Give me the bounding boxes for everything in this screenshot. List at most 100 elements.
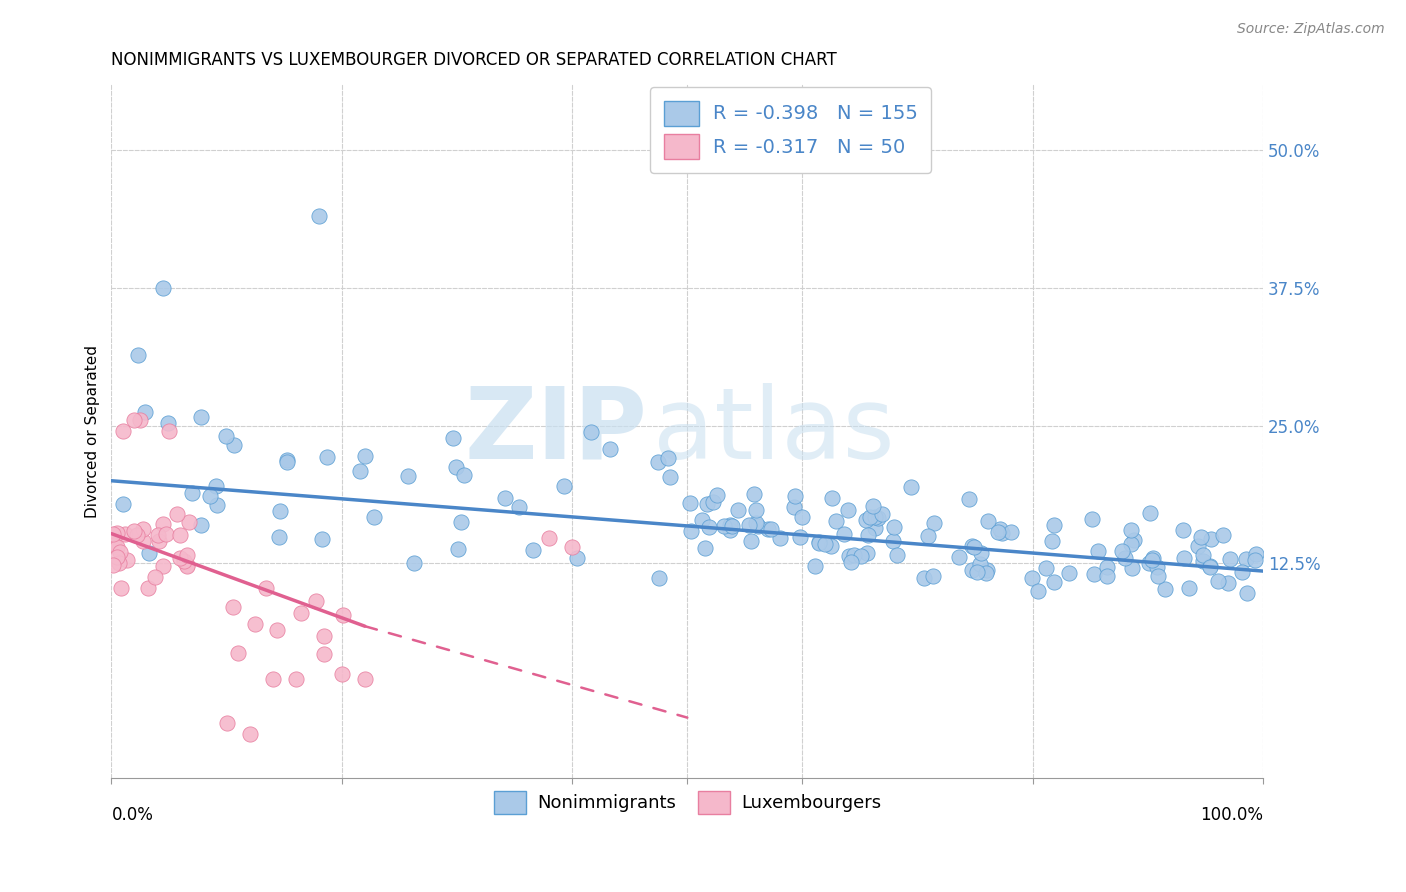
Point [702,495,724,509]
Point [970,546,993,560]
Point [740,534,762,549]
Point [991,526,1014,541]
Point [1219,551,1241,566]
Point [966,565,988,579]
Point [101,527,124,541]
Point [205,479,228,493]
Point [681,524,703,538]
Y-axis label: Divorced or Separated: Divorced or Separated [86,344,100,517]
Point [977,514,1000,528]
Point [114,527,136,541]
Point [988,522,1011,536]
Point [859,510,882,524]
Point [1043,518,1066,533]
Point [783,489,806,503]
Point [1137,556,1160,570]
Point [886,548,908,562]
Point [679,496,702,510]
Point [789,530,811,544]
Point [146,528,169,542]
Point [870,507,893,521]
Point [866,510,889,524]
Point [844,548,866,562]
Point [145,569,167,583]
Point [122,524,145,539]
Point [262,672,284,686]
Point [855,513,877,527]
Point [738,518,761,533]
Text: ZIP: ZIP [464,383,647,480]
Point [1147,569,1170,583]
Point [647,455,669,469]
Point [226,646,249,660]
Point [599,442,621,456]
Point [783,500,806,514]
Point [138,546,160,560]
Point [105,540,128,554]
Point [495,491,517,506]
Point [157,424,180,438]
Point [948,549,970,564]
Point [1192,549,1215,563]
Point [1043,575,1066,590]
Point [152,281,174,295]
Point [1028,583,1050,598]
Point [697,520,720,534]
Point [841,555,863,569]
Point [856,546,879,560]
Point [957,492,980,507]
Point [353,672,375,686]
Point [807,536,830,550]
Point [124,413,146,427]
Point [269,530,291,544]
Point [284,672,307,686]
Point [838,549,860,563]
Point [1111,543,1133,558]
Point [538,531,561,545]
Text: 0.0%: 0.0% [111,805,153,824]
Point [912,571,935,585]
Point [239,727,262,741]
Point [825,514,848,528]
Point [1095,559,1118,574]
Point [453,468,475,483]
Point [254,581,277,595]
Point [969,557,991,571]
Point [718,518,741,533]
Point [1199,532,1222,546]
Point [522,543,544,558]
Point [1199,560,1222,574]
Point [987,524,1010,539]
Point [849,549,872,563]
Point [111,424,134,438]
Point [305,593,328,607]
Point [129,413,152,427]
Point [922,516,945,531]
Point [131,522,153,536]
Point [863,521,886,535]
Point [1189,530,1212,544]
Point [695,541,717,555]
Point [962,563,984,577]
Point [115,553,138,567]
Point [713,518,735,533]
Point [1199,558,1222,573]
Point [706,488,728,502]
Point [821,491,844,505]
Point [176,548,198,562]
Point [402,556,425,570]
Point [565,551,588,566]
Point [290,606,312,620]
Point [266,624,288,638]
Point [804,558,827,573]
Point [127,528,149,542]
Point [657,450,679,465]
Point [1142,553,1164,567]
Point [1171,523,1194,537]
Point [215,429,238,443]
Point [1142,550,1164,565]
Point [155,526,177,541]
Point [1234,552,1257,566]
Point [976,563,998,577]
Point [312,629,335,643]
